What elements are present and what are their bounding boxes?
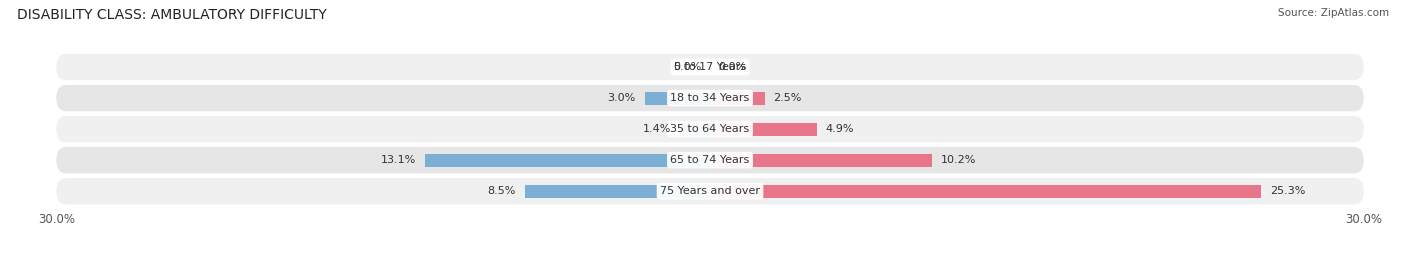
Text: 18 to 34 Years: 18 to 34 Years bbox=[671, 93, 749, 103]
Text: 0.0%: 0.0% bbox=[718, 62, 747, 72]
Text: DISABILITY CLASS: AMBULATORY DIFFICULTY: DISABILITY CLASS: AMBULATORY DIFFICULTY bbox=[17, 8, 326, 22]
Text: 5 to 17 Years: 5 to 17 Years bbox=[673, 62, 747, 72]
FancyBboxPatch shape bbox=[56, 147, 1364, 173]
Text: 8.5%: 8.5% bbox=[488, 186, 516, 196]
Text: 75 Years and over: 75 Years and over bbox=[659, 186, 761, 196]
Bar bbox=[710, 91, 765, 105]
Bar bbox=[644, 91, 710, 105]
Text: 13.1%: 13.1% bbox=[381, 155, 416, 165]
FancyBboxPatch shape bbox=[56, 85, 1364, 111]
FancyBboxPatch shape bbox=[56, 116, 1364, 142]
Text: 10.2%: 10.2% bbox=[941, 155, 976, 165]
Text: 35 to 64 Years: 35 to 64 Years bbox=[671, 124, 749, 134]
Text: 1.4%: 1.4% bbox=[643, 124, 671, 134]
Text: 2.5%: 2.5% bbox=[773, 93, 801, 103]
Text: 65 to 74 Years: 65 to 74 Years bbox=[671, 155, 749, 165]
Bar bbox=[425, 154, 710, 167]
Bar bbox=[710, 123, 817, 136]
Bar bbox=[710, 154, 932, 167]
FancyBboxPatch shape bbox=[56, 54, 1364, 80]
FancyBboxPatch shape bbox=[56, 178, 1364, 204]
Bar bbox=[679, 123, 710, 136]
Bar bbox=[524, 185, 710, 198]
Text: 25.3%: 25.3% bbox=[1270, 186, 1306, 196]
Text: 4.9%: 4.9% bbox=[825, 124, 853, 134]
Text: Source: ZipAtlas.com: Source: ZipAtlas.com bbox=[1278, 8, 1389, 18]
Bar bbox=[710, 185, 1261, 198]
Text: 3.0%: 3.0% bbox=[607, 93, 636, 103]
Text: 0.0%: 0.0% bbox=[673, 62, 702, 72]
